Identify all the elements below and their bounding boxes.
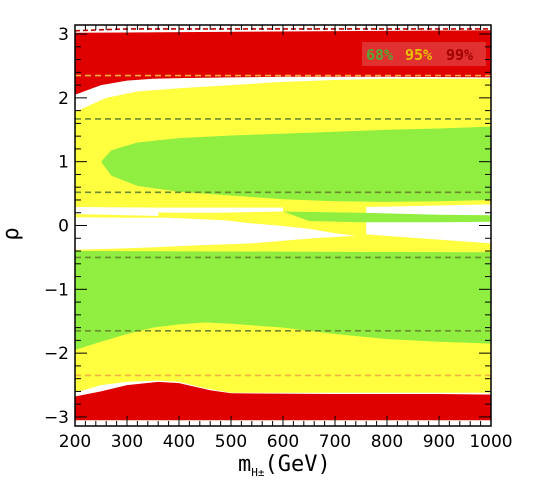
legend-item-99: 99% [446, 46, 473, 64]
region-green-3 [101, 126, 491, 202]
y-tick-label: −2 [44, 344, 69, 364]
y-tick-label: 2 [58, 89, 69, 109]
region-red-1 [75, 381, 491, 421]
region-green-5 [75, 251, 491, 350]
axis-ticks [74, 25, 492, 426]
x-axis-title: mH±(GeV) [238, 452, 331, 479]
region-white-7 [75, 207, 283, 216]
tick-labels: 200 300 400 500 600 700 800 900 1000 −3 −2 −1 0 1 2 3 [44, 25, 513, 452]
y-tick-label: −3 [44, 408, 69, 428]
x-tick-label: 500 [215, 432, 247, 452]
x-tick-label: 800 [371, 432, 403, 452]
legend-background [362, 42, 486, 66]
legend: 68% 95% 99% [362, 42, 486, 66]
y-axis-title: ρ [0, 227, 24, 240]
legend-item-95: 95% [405, 46, 432, 64]
region-green-4 [283, 211, 491, 223]
x-tick-label: 400 [163, 432, 195, 452]
x-tick-label: 300 [111, 432, 143, 452]
region-white-6 [75, 222, 263, 240]
y-tick-label: 3 [58, 25, 69, 45]
y-tick-label: −1 [44, 280, 69, 300]
x-tick-label: 200 [59, 432, 91, 452]
x-tick-label: 600 [267, 432, 299, 452]
legend-item-68: 68% [366, 46, 393, 64]
y-tick-label: 0 [58, 217, 69, 237]
x-tick-label: 700 [319, 432, 351, 452]
y-tick-label: 1 [58, 153, 69, 173]
dashed-lines [75, 28, 491, 377]
plot-frame [74, 24, 492, 427]
x-tick-label: 1000 [469, 432, 512, 452]
dashed-boundary-top [75, 28, 491, 32]
x-tick-label: 900 [423, 432, 455, 452]
confidence-regions [75, 30, 491, 421]
